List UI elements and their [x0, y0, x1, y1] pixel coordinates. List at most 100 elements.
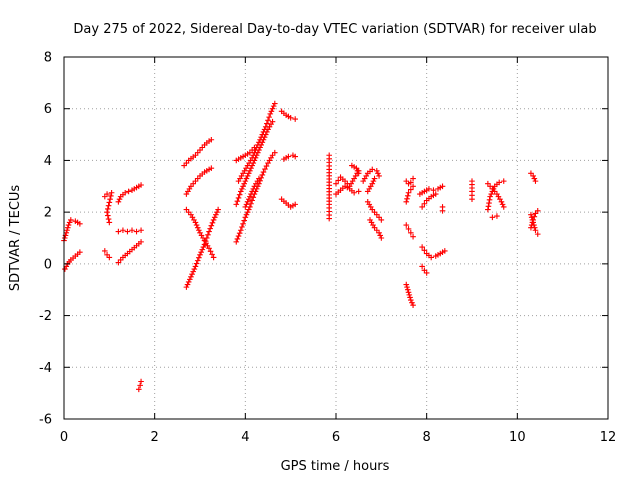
track-segment: [183, 206, 217, 261]
data-point: [64, 224, 71, 231]
data-point: [122, 189, 128, 196]
data-point: [496, 179, 502, 186]
track-segment: [326, 152, 332, 222]
data-point: [77, 249, 83, 256]
data-point: [419, 263, 425, 270]
track-segment: [281, 152, 298, 162]
data-point: [408, 297, 414, 303]
data-point: [77, 220, 83, 227]
data-point: [197, 252, 203, 258]
data-point: [269, 118, 276, 125]
data-point: [187, 276, 193, 283]
track-segment: [183, 206, 221, 290]
data-point: [355, 188, 362, 195]
x-tick-label: 2: [151, 430, 159, 445]
data-point: [251, 144, 258, 151]
x-tick-label: 4: [241, 430, 249, 445]
track-segment: [115, 239, 144, 266]
data-point: [419, 204, 425, 210]
data-point: [242, 204, 249, 210]
data-point: [258, 134, 264, 140]
y-tick-label: 8: [44, 51, 52, 66]
x-tick-labels: 0 2 4 6 8 10 12: [60, 430, 616, 445]
data-point: [105, 216, 112, 222]
data-point: [353, 165, 360, 171]
track-segment: [233, 149, 278, 245]
data-point: [194, 257, 201, 264]
data-point: [250, 194, 257, 201]
data-point: [494, 213, 500, 219]
track-segment: [403, 183, 416, 205]
data-point: [208, 136, 215, 143]
data-point: [355, 170, 362, 177]
data-point: [257, 136, 263, 143]
data-point: [485, 203, 492, 210]
grid-lines: [64, 57, 608, 419]
data-point: [250, 152, 257, 159]
data-point: [404, 286, 411, 293]
data-point: [406, 292, 413, 298]
data-point: [378, 235, 385, 241]
data-point: [136, 386, 142, 393]
data-point: [102, 248, 108, 254]
data-point: [423, 270, 430, 276]
data-point: [530, 173, 536, 179]
data-point: [106, 219, 113, 226]
data-point: [211, 214, 218, 221]
data-point: [268, 108, 275, 115]
track-segment: [278, 196, 298, 210]
data-point: [208, 165, 215, 171]
data-point: [403, 222, 410, 228]
data-point: [210, 217, 217, 223]
track-segment: [485, 180, 507, 210]
data-point: [287, 114, 294, 121]
y-tick-label: 2: [44, 206, 52, 221]
data-point: [375, 170, 381, 177]
track-segment: [367, 217, 385, 241]
track-segment: [403, 175, 416, 187]
data-point: [105, 202, 112, 209]
data-point: [405, 226, 412, 232]
data-point: [408, 230, 414, 236]
data-point: [267, 111, 274, 117]
y-tick-label: 4: [44, 154, 52, 169]
track-segment: [115, 182, 144, 205]
data-point: [530, 217, 536, 223]
data-point: [138, 227, 144, 234]
data-point: [247, 167, 253, 174]
data-point: [262, 124, 269, 130]
data-point: [239, 186, 245, 192]
data-point: [137, 382, 143, 389]
data-point: [272, 100, 278, 107]
data-point: [245, 206, 252, 213]
data-point: [377, 232, 383, 239]
data-point: [489, 214, 496, 221]
data-point: [439, 208, 446, 214]
data-point: [410, 302, 416, 309]
data-point: [403, 199, 410, 205]
data-point: [105, 206, 111, 212]
data-point: [210, 254, 217, 261]
track-segment: [439, 204, 446, 214]
data-point: [235, 233, 242, 239]
data-point: [485, 206, 491, 213]
track-segment: [360, 166, 382, 184]
data-point: [192, 263, 199, 270]
data-point: [244, 199, 251, 205]
x-tick-label: 8: [423, 430, 431, 445]
data-point: [410, 183, 416, 190]
data-point: [65, 222, 72, 228]
data-point: [240, 183, 246, 190]
data-point: [432, 191, 439, 197]
data-point: [272, 149, 278, 156]
data-point: [108, 189, 115, 196]
data-point: [528, 224, 534, 231]
data-point: [265, 117, 271, 124]
track-segment: [349, 162, 362, 177]
track-segment: [419, 263, 430, 276]
axis-ticks: [63, 56, 609, 420]
data-point: [61, 235, 68, 241]
data-point: [405, 289, 412, 296]
data-point: [243, 175, 250, 182]
data-point: [107, 196, 113, 203]
